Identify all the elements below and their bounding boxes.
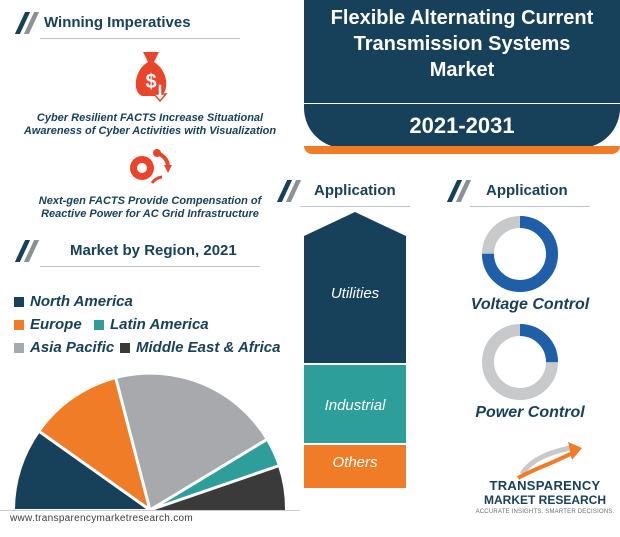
svg-text:$: $ <box>145 71 156 93</box>
process-icon <box>130 149 172 184</box>
website-url[interactable]: www.transparencymarketresearch.com <box>10 513 194 524</box>
imperative-1-line-1: Cyber Resilient FACTS Increase Situation… <box>36 112 264 124</box>
legend-label: North America <box>30 293 133 310</box>
legend-swatch <box>94 320 104 331</box>
application-title: Application <box>486 182 568 199</box>
legend-label: Middle East & Africa <box>136 339 281 356</box>
divider <box>40 38 240 39</box>
banner-title-line-3: Market <box>429 59 495 81</box>
legend-label: Europe <box>30 316 82 333</box>
legend-latin-america: Latin America <box>94 316 209 333</box>
bar-segment-utilities <box>304 212 406 364</box>
years-orange-accent <box>304 146 620 154</box>
legend-label: Asia Pacific <box>30 339 115 356</box>
segment-label-utilities: Utilities <box>330 285 380 302</box>
application-stacked-bar <box>304 212 406 488</box>
pie-slice-latin-america <box>150 440 278 510</box>
divider <box>300 206 410 207</box>
years-label: 2021-2031 <box>409 113 515 138</box>
footer-divider <box>0 510 300 511</box>
legend-asia-pacific: Asia Pacific <box>14 339 114 356</box>
banner-title-line-1: Flexible Alternating Current <box>330 7 594 29</box>
bar-segment-others <box>304 444 406 488</box>
years-box <box>304 104 620 148</box>
legend-north-america: North America <box>14 293 133 310</box>
segment-label-others: Others <box>332 454 378 471</box>
legend-europe: Europe <box>14 316 82 333</box>
divider <box>470 206 590 207</box>
legend-mea: Middle East & Africa <box>120 339 280 356</box>
legend-label: Latin America <box>110 316 209 333</box>
banner-title-line-2: Transmission Systems <box>353 33 571 55</box>
application-title: Application <box>314 182 396 199</box>
money-bag-icon: $ <box>135 52 168 102</box>
legend-swatch <box>14 297 24 308</box>
brand-logo-icon <box>517 442 582 480</box>
title-banner <box>304 0 620 103</box>
region-title: Market by Region, 2021 <box>70 242 237 259</box>
voltage-control-donut <box>482 216 558 292</box>
brand-name-line-1: TRANSPARENCY <box>489 478 601 493</box>
brand-tagline: ACCURATE INSIGHTS. SMARTER DECISIONS. <box>475 509 615 515</box>
winning-imperatives-title: Winning Imperatives <box>44 14 191 31</box>
legend-swatch <box>120 343 130 354</box>
segment-label-industrial: Industrial <box>324 397 386 414</box>
voltage-control-label: Voltage Control <box>470 296 590 313</box>
imperative-2-line-1: Next-gen FACTS Provide Compensation of <box>38 195 262 207</box>
divider <box>40 266 260 267</box>
legend-swatch <box>14 320 24 331</box>
pie-slice-europe <box>40 379 150 510</box>
legend-swatch <box>14 343 24 354</box>
brand-name-line-2: MARKET RESEARCH <box>483 493 606 507</box>
bar-segment-industrial <box>304 364 406 444</box>
imperative-1-line-2: Awareness of Cyber Activities with Visua… <box>23 125 277 137</box>
region-half-pie <box>15 374 286 510</box>
pie-slice-north-america <box>15 432 150 510</box>
imperative-2-line-2: Reactive Power for AC Grid Infrastructur… <box>41 208 259 220</box>
pie-slice-asia-pacific <box>116 374 266 510</box>
banner-divider <box>304 103 620 104</box>
power-control-label: Power Control <box>475 404 585 421</box>
power-control-donut <box>482 324 558 400</box>
